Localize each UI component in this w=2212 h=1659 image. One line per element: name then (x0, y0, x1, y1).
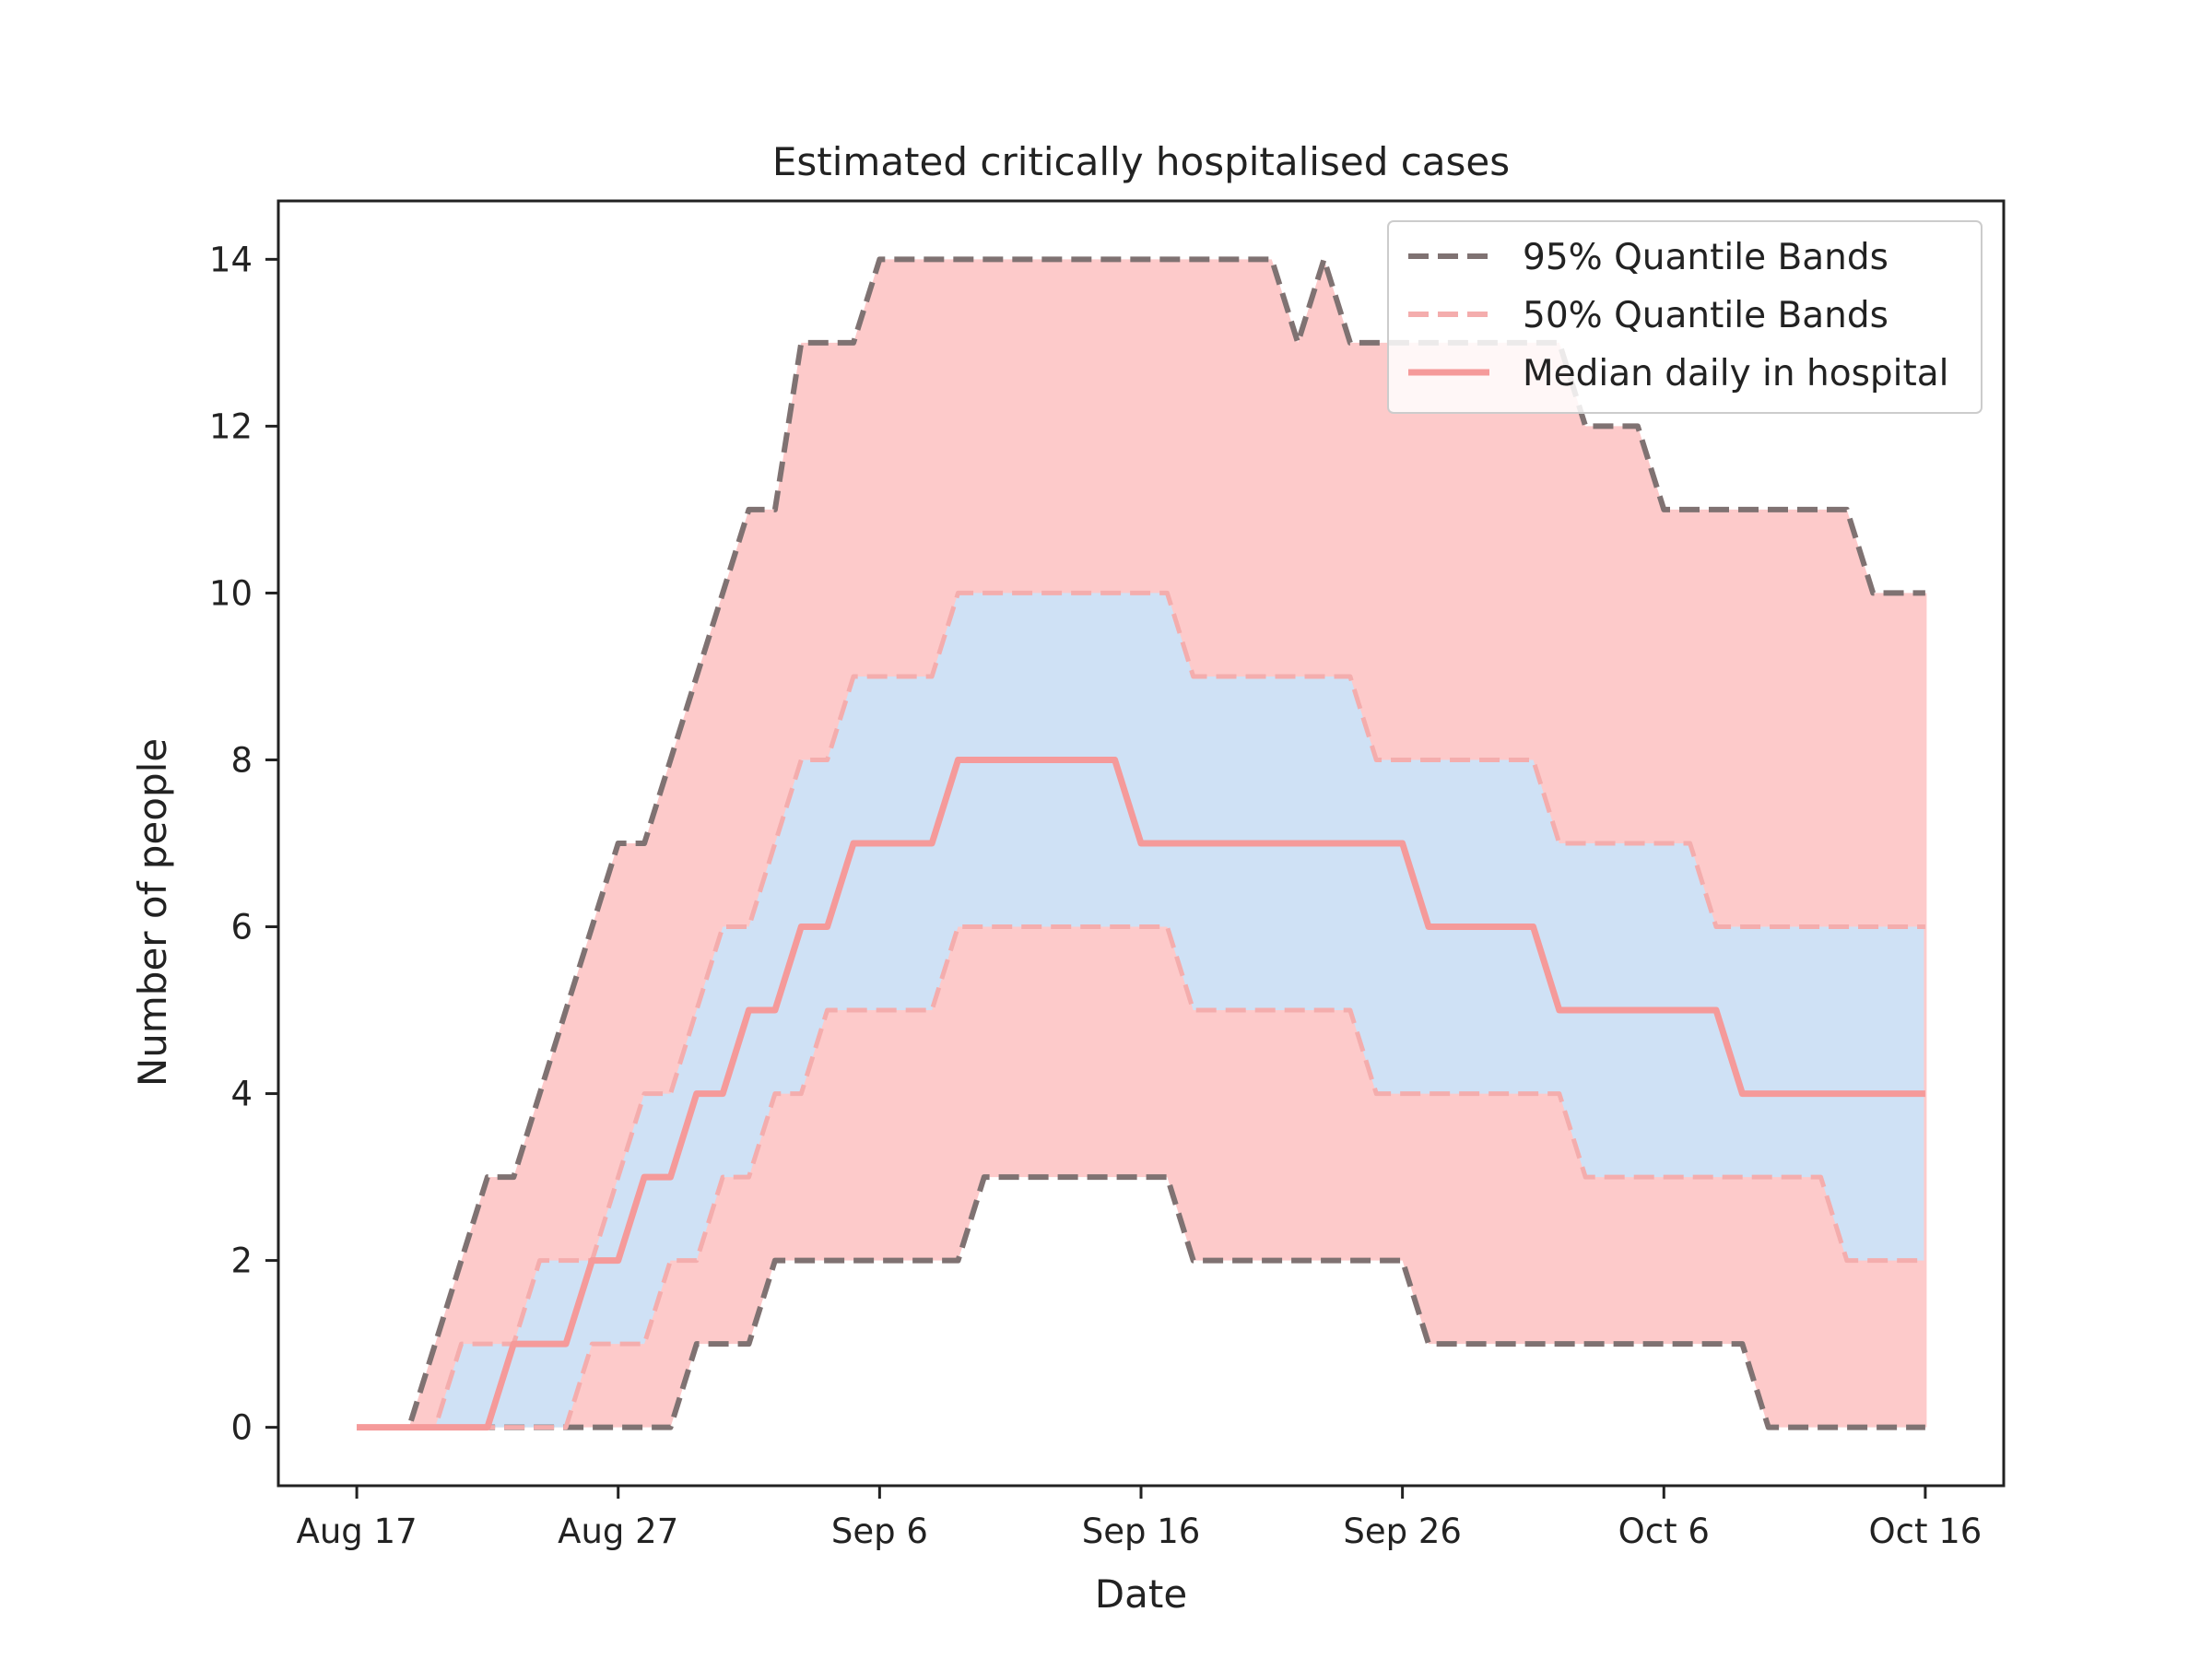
legend-frame (1387, 220, 1983, 414)
y-tick-label: 8 (230, 740, 253, 780)
y-tick-label: 12 (209, 406, 253, 446)
series-median (357, 757, 1925, 1431)
axes: Aug 17 Aug 27 Sep 6 Sep 16 Sep 26 Oct 6 Oct 16… (209, 199, 2006, 1551)
legend-label-95: 95% Quantile Bands (1523, 237, 1888, 278)
chart-title: Estimated critically hospitalised cases (772, 139, 1510, 184)
x-tick-label: Oct 16 (1868, 1512, 1982, 1551)
y-tick-label: 6 (230, 908, 253, 947)
y-tick-label: 0 (230, 1408, 253, 1448)
x-tick-label: Sep 16 (1082, 1512, 1201, 1551)
series-50-upper (357, 590, 1925, 1430)
y-tick-label: 4 (230, 1075, 253, 1114)
y-tick-label: 14 (209, 240, 253, 279)
x-tick-label: Aug 17 (297, 1512, 418, 1551)
y-axis-label: Number of people (130, 738, 175, 1087)
plot-area (357, 256, 1927, 1431)
band-50-fill (357, 593, 1925, 1428)
legend: 95% Quantile Bands 50% Quantile Bands Me… (1387, 220, 1983, 414)
series-95-upper (357, 256, 1925, 1430)
x-tick-label: Oct 6 (1618, 1512, 1710, 1551)
legend-label-50: 50% Quantile Bands (1523, 295, 1888, 336)
x-tick-label: Sep 6 (831, 1512, 928, 1551)
x-tick-label: Sep 26 (1343, 1512, 1462, 1551)
y-tick-label: 2 (230, 1241, 253, 1281)
y-tick-label: 10 (209, 573, 253, 613)
x-axis-label: Date (1095, 1571, 1187, 1617)
series-50-lower (357, 924, 1925, 1430)
x-tick-label: Aug 27 (558, 1512, 678, 1551)
legend-label-median: Median daily in hospital (1523, 353, 1949, 394)
